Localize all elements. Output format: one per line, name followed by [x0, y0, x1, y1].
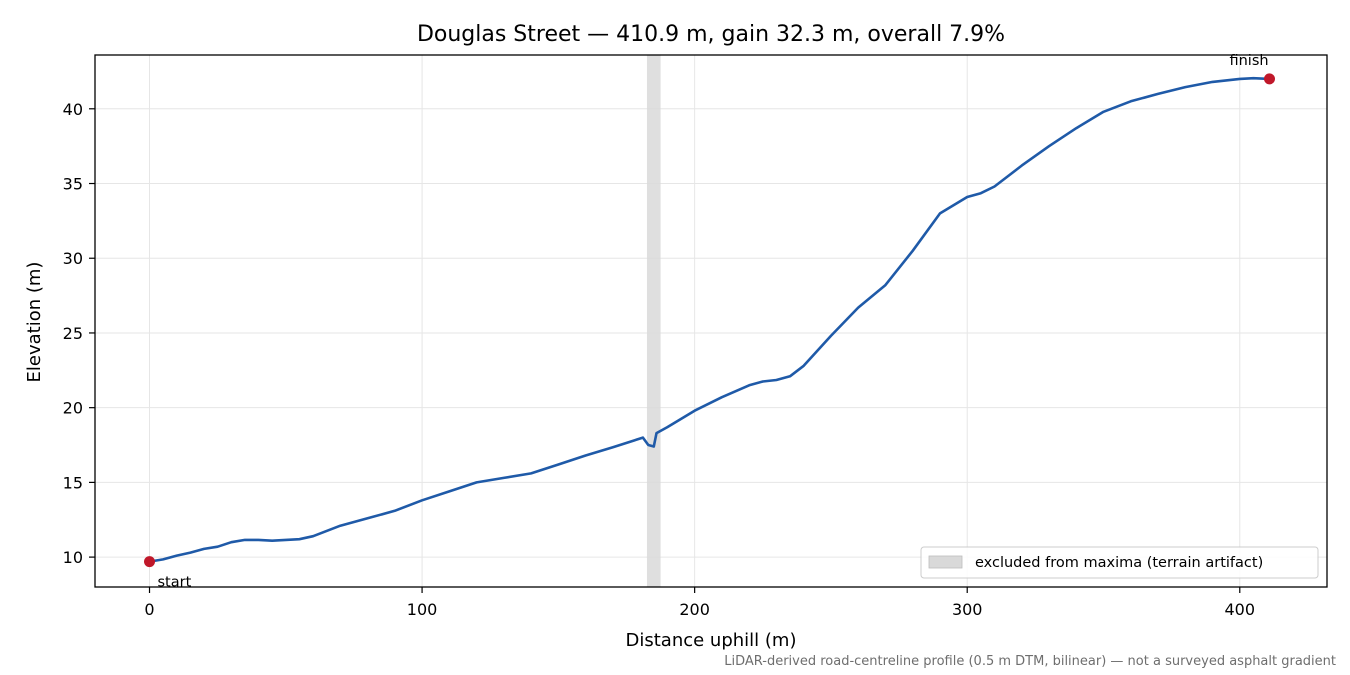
x-axis-label: Distance uphill (m) — [626, 630, 797, 651]
y-tick-label: 25 — [63, 324, 83, 343]
elevation-series-line — [149, 76, 1270, 563]
y-axis-ticks: 10 15 20 25 30 35 40 — [63, 100, 95, 567]
legend-swatch-excluded — [928, 555, 963, 569]
x-tick-label: 300 — [952, 600, 983, 619]
series-layer — [149, 76, 1270, 563]
x-tick-label: 200 — [679, 600, 710, 619]
y-tick-label: 20 — [63, 399, 83, 418]
footnote: LiDAR-derived road-centreline profile (0… — [724, 654, 1336, 669]
marker-layer: start finish — [144, 53, 1275, 591]
start-marker — [144, 556, 156, 568]
grid-lines — [95, 55, 1327, 587]
y-tick-label: 40 — [63, 100, 83, 119]
y-axis-label: Elevation (m) — [24, 262, 45, 383]
chart-title: Douglas Street — 410.9 m, gain 32.3 m, o… — [417, 22, 1005, 47]
legend-label-excluded: excluded from maxima (terrain artifact) — [975, 555, 1263, 571]
finish-label: finish — [1229, 53, 1268, 69]
finish-marker — [1263, 73, 1275, 85]
y-tick-label: 35 — [63, 175, 83, 194]
legend: excluded from maxima (terrain artifact) — [920, 546, 1319, 579]
x-tick-label: 0 — [144, 600, 154, 619]
excluded-band-layer — [646, 55, 661, 587]
y-tick-label: 30 — [63, 249, 83, 268]
excluded-band — [646, 55, 661, 587]
x-tick-label: 100 — [407, 600, 438, 619]
start-label: start — [158, 575, 192, 591]
plot-frame — [94, 54, 1328, 588]
x-axis-ticks: 0 100 200 300 400 — [144, 587, 1255, 619]
y-tick-label: 10 — [63, 548, 83, 567]
legend-box — [920, 546, 1319, 579]
y-tick-label: 15 — [63, 473, 83, 492]
x-tick-label: 400 — [1225, 600, 1256, 619]
